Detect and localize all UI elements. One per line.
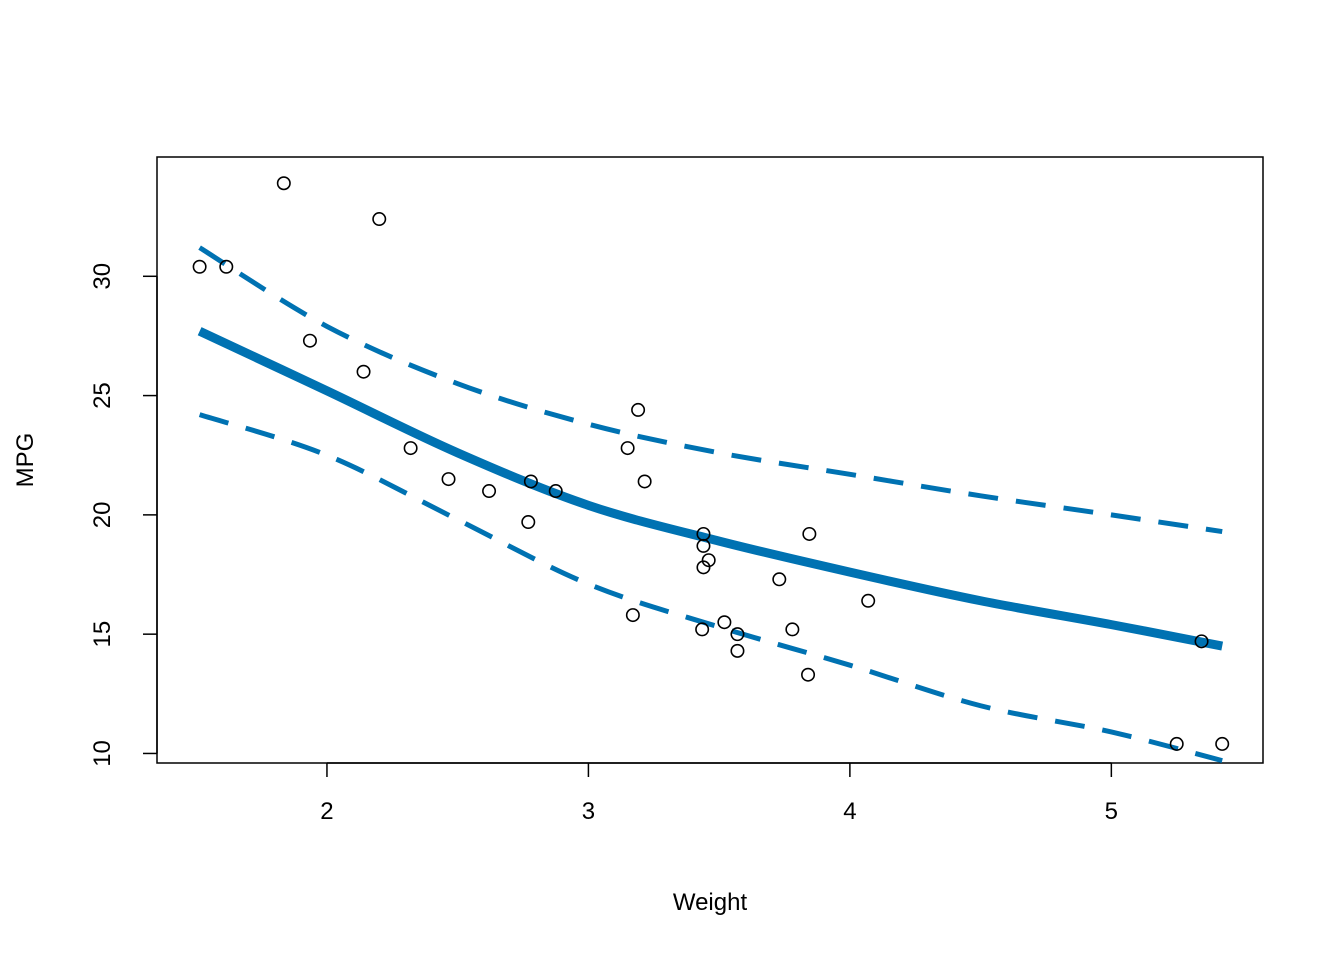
data-point [801, 667, 816, 682]
data-point [1194, 634, 1209, 649]
x-tick-label: 3 [582, 798, 595, 825]
data-point [701, 553, 716, 568]
data-point [696, 560, 711, 575]
x-axis-title: Weight [673, 889, 748, 916]
data-point [861, 593, 876, 608]
x-axis: 2 3 4 5 [320, 762, 1118, 825]
y-axis: 10 15 20 25 30 [89, 263, 158, 767]
data-point [730, 627, 745, 642]
data-point [302, 333, 317, 348]
data-point [730, 643, 745, 658]
lower-band-line [198, 412, 1223, 764]
data-point [1169, 736, 1184, 751]
points-layer [192, 176, 1230, 751]
data-point [785, 622, 800, 637]
x-tick-label: 5 [1105, 798, 1118, 825]
data-point [620, 441, 635, 456]
data-point [372, 212, 387, 227]
x-tick-label: 2 [320, 798, 333, 825]
data-point [192, 259, 207, 274]
data-point [548, 484, 563, 499]
data-point [523, 474, 538, 489]
y-tick-label: 15 [89, 621, 116, 648]
fit-line [197, 327, 1224, 651]
y-tick-label: 20 [89, 502, 116, 529]
y-tick-label: 25 [89, 382, 116, 409]
upper-band-line [198, 245, 1223, 535]
x-tick-label: 4 [843, 798, 856, 825]
data-point [219, 259, 234, 274]
y-tick-label: 30 [89, 263, 116, 290]
data-point [356, 364, 371, 379]
y-tick-label: 10 [89, 740, 116, 767]
data-point [403, 441, 418, 456]
data-point [695, 622, 710, 637]
data-point [276, 176, 291, 191]
y-axis-title: MPG [12, 433, 39, 488]
data-point [696, 526, 711, 541]
data-point [717, 615, 732, 630]
plot-border [156, 156, 1264, 764]
data-point [1215, 736, 1230, 751]
data-point [631, 402, 646, 417]
series-layer [197, 245, 1224, 764]
data-point [521, 515, 536, 530]
data-point [772, 572, 787, 587]
data-point [637, 474, 652, 489]
data-point [482, 484, 497, 499]
data-point [802, 526, 817, 541]
data-point [625, 608, 640, 623]
data-point [441, 472, 456, 487]
